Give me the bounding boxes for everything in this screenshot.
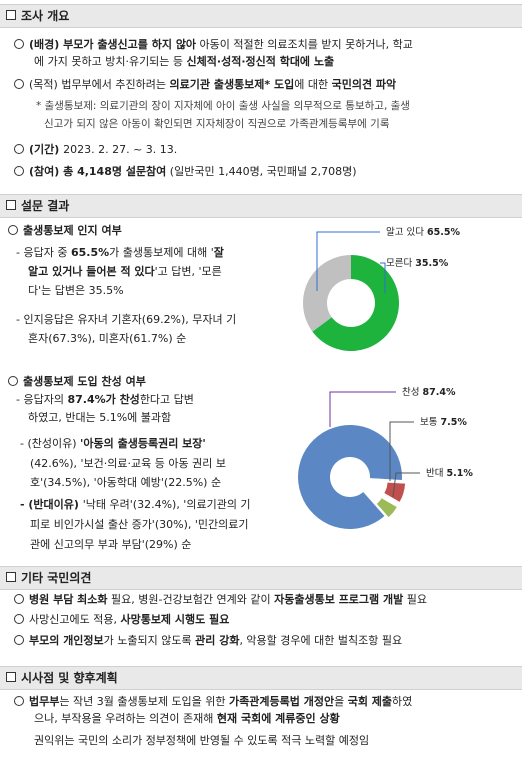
pie-slice-1 <box>383 482 406 503</box>
slice-label-0: 알고 있다 65.5% <box>386 226 460 238</box>
overview-participation: (참여) 총 4,148명 설문참여 (일반국민 1,440명, 국민패널 2,… <box>14 163 522 181</box>
pie-slice-0 <box>298 425 402 529</box>
plan-line-3: 권익위는 국민의 소리가 정부정책에 반영될 수 있도록 적극 노력할 예정임 <box>34 734 370 747</box>
leader-line-2 <box>392 472 420 498</box>
circle-bullet-icon <box>14 144 24 154</box>
leader-line-1 <box>389 421 414 481</box>
opinion-2: 사망신고에도 적용, 사망통보제 시행도 필요 <box>14 611 522 629</box>
q2-line-5: 호'(34.5%), '아동학대 예방'(22.5%) 순 <box>30 476 222 489</box>
plan-line-2: 으나, 부작용을 우려하는 의견이 존재해 현재 국회에 계류중인 상황 <box>34 712 340 725</box>
overview-purpose: (목적) 법무부에서 추진하려는 의료기관 출생통보제* 도입에 대한 국민의견… <box>14 76 522 94</box>
donut-slice-1 <box>303 255 351 332</box>
q1-line-4: - 인지응답은 유자녀 기혼자(69.2%), 무자녀 기 <box>16 313 237 326</box>
section-title: 기타 국민의견 <box>6 567 91 587</box>
checkbox-square-icon <box>6 572 16 582</box>
circle-bullet-icon <box>14 696 24 706</box>
circle-bullet-icon <box>8 376 18 386</box>
circle-bullet-icon <box>14 79 24 89</box>
slice-label-1: 모른다 35.5% <box>386 258 449 269</box>
opinion-1: 병원 부담 최소화 필요, 병원-건강보험간 연계와 같이 자동출생통보 프로그… <box>14 591 522 609</box>
section-header-implications: 시사점 및 향후계획 <box>0 666 522 690</box>
circle-bullet-icon <box>14 166 24 176</box>
q1-line-5: 혼자(67.3%), 미혼자(61.7%) 순 <box>28 332 187 345</box>
overview-background: (배경) 부모가 출생신고를 하지 않아 아동이 적절한 의료조치를 받지 못하… <box>14 36 522 54</box>
leader-line-1 <box>380 262 386 293</box>
section-title: 시사점 및 향후계획 <box>6 667 118 687</box>
circle-bullet-icon <box>14 39 24 49</box>
footnote-line-2: 신고가 되지 않은 아동이 확인되면 지자체장이 직권으로 가족관계등록부에 기… <box>44 118 390 130</box>
section-header-survey-results: 설문 결과 <box>0 194 522 218</box>
q2-line-4: (42.6%), '보건·의료·교육 등 아동 권리 보 <box>30 457 226 470</box>
q1-title: 출생통보제 인지 여부 <box>8 222 522 240</box>
q1-line-3: 다'는 답변은 35.5% <box>28 284 124 297</box>
q2-line-3: - (찬성이유) '아동의 출생등록권리 보장' <box>20 437 206 450</box>
awareness-donut-chart: 알고 있다 65.5% 모른다 35.5% <box>303 226 460 351</box>
section-header-other-opinions: 기타 국민의견 <box>0 566 522 590</box>
support-pie-chart: 찬성 87.4% 보통 7.5% 반대 5.1% <box>298 387 473 529</box>
plan-line-1: 법무부는 작년 3월 출생통보제 도입을 위한 가족관계등록법 개정안을 국회 … <box>14 693 522 711</box>
q2-line-6: - (반대이유) '낙태 우려'(32.4%), '의료기관의 기 <box>20 498 251 511</box>
circle-bullet-icon <box>8 225 18 235</box>
q2-line-1: - 응답자의 87.4%가 찬성한다고 답변 <box>16 393 194 406</box>
checkbox-square-icon <box>6 200 16 210</box>
pie-slice-2 <box>376 497 398 518</box>
overview-period: (기간) 2023. 2. 27. ~ 3. 13. <box>14 141 522 159</box>
q2-line-7: 피로 비인가시설 출산 증가'(30%), '민간의료기 <box>30 518 249 531</box>
circle-bullet-icon <box>14 614 24 624</box>
checkbox-square-icon <box>6 10 16 20</box>
footnote-line-1: * 출생통보제: 의료기관의 장이 지자체에 아이 출생 사실을 의무적으로 통… <box>36 100 410 112</box>
section-title: 조사 개요 <box>6 5 69 25</box>
leader-line-0 <box>329 391 396 427</box>
section-title: 설문 결과 <box>6 195 69 215</box>
checkbox-square-icon <box>6 672 16 682</box>
q2-line-2: 하였고, 반대는 5.1%에 불과함 <box>28 411 172 424</box>
section-header-survey-overview: 조사 개요 <box>0 4 522 28</box>
q1-line-2: 알고 있거나 들어본 적 있다'고 답변, '모른 <box>28 265 222 278</box>
leader-line-0 <box>316 231 380 291</box>
slice-label-2: 반대 5.1% <box>426 468 473 479</box>
slice-label-1: 보통 7.5% <box>420 417 467 428</box>
circle-bullet-icon <box>14 635 24 645</box>
q1-line-1: - 응답자 중 65.5%가 출생통보제에 대해 '잘 <box>16 246 224 259</box>
overview-background-cont: 에 가지 못하고 방치·유기되는 등 신체적·성적·정신적 학대에 노출 <box>34 55 335 68</box>
q2-line-8: 관에 신고의무 부과 부담'(29%) 순 <box>30 538 192 551</box>
donut-slice-0 <box>312 255 399 351</box>
q2-title: 출생통보제 도입 찬성 여부 <box>8 373 522 391</box>
circle-bullet-icon <box>14 594 24 604</box>
slice-label-0: 찬성 87.4% <box>402 387 456 398</box>
opinion-3: 부모의 개인정보가 노출되지 않도록 관리 강화, 악용할 경우에 대한 벌칙조… <box>14 632 522 650</box>
